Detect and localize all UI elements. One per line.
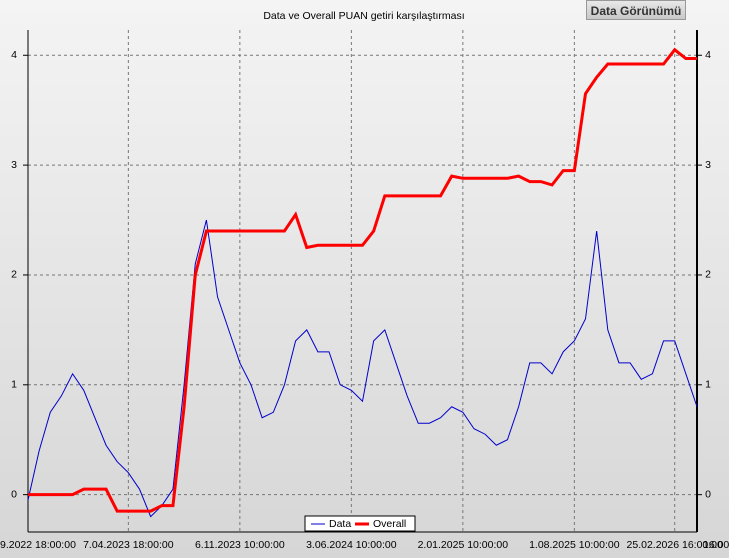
x-tick-label: 3.06.2024 10:00:00 xyxy=(306,539,397,551)
series-line xyxy=(28,47,697,513)
x-tick-label: 25.02.2026 16:00:00 xyxy=(627,539,724,551)
data-view-button[interactable]: Data Görünümü xyxy=(586,0,686,20)
legend-label: Data xyxy=(329,518,351,530)
x-tick-label: 7.04.2023 18:00:00 xyxy=(83,539,174,551)
y2-tick-label: 2 xyxy=(705,269,711,281)
y2-tick-label: 0 xyxy=(705,488,711,500)
x-tick-label: 6.11.2023 10:00:00 xyxy=(195,539,285,551)
x-tick-label: 2.01.2025 10:00:00 xyxy=(418,539,509,551)
legend-label: Overall xyxy=(373,518,406,530)
series-line xyxy=(27,219,698,518)
y-tick-label: 0 xyxy=(11,488,17,500)
y-tick-label: 2 xyxy=(11,269,17,281)
y-tick-label: 1 xyxy=(11,379,17,391)
x-tick-label: 9.2022 18:00:00 xyxy=(0,539,76,551)
x-tick-label: 16:00:0 xyxy=(703,539,729,551)
x-tick-label: 1.08.2025 10:00:00 xyxy=(529,539,620,551)
y2-tick-label: 4 xyxy=(705,49,711,61)
y2-tick-label: 3 xyxy=(705,159,711,171)
y-tick-label: 3 xyxy=(11,159,17,171)
chart-title: Data ve Overall PUAN getiri karşılaştırm… xyxy=(263,10,464,22)
y2-tick-label: 1 xyxy=(705,379,711,391)
y-tick-label: 4 xyxy=(11,49,17,61)
